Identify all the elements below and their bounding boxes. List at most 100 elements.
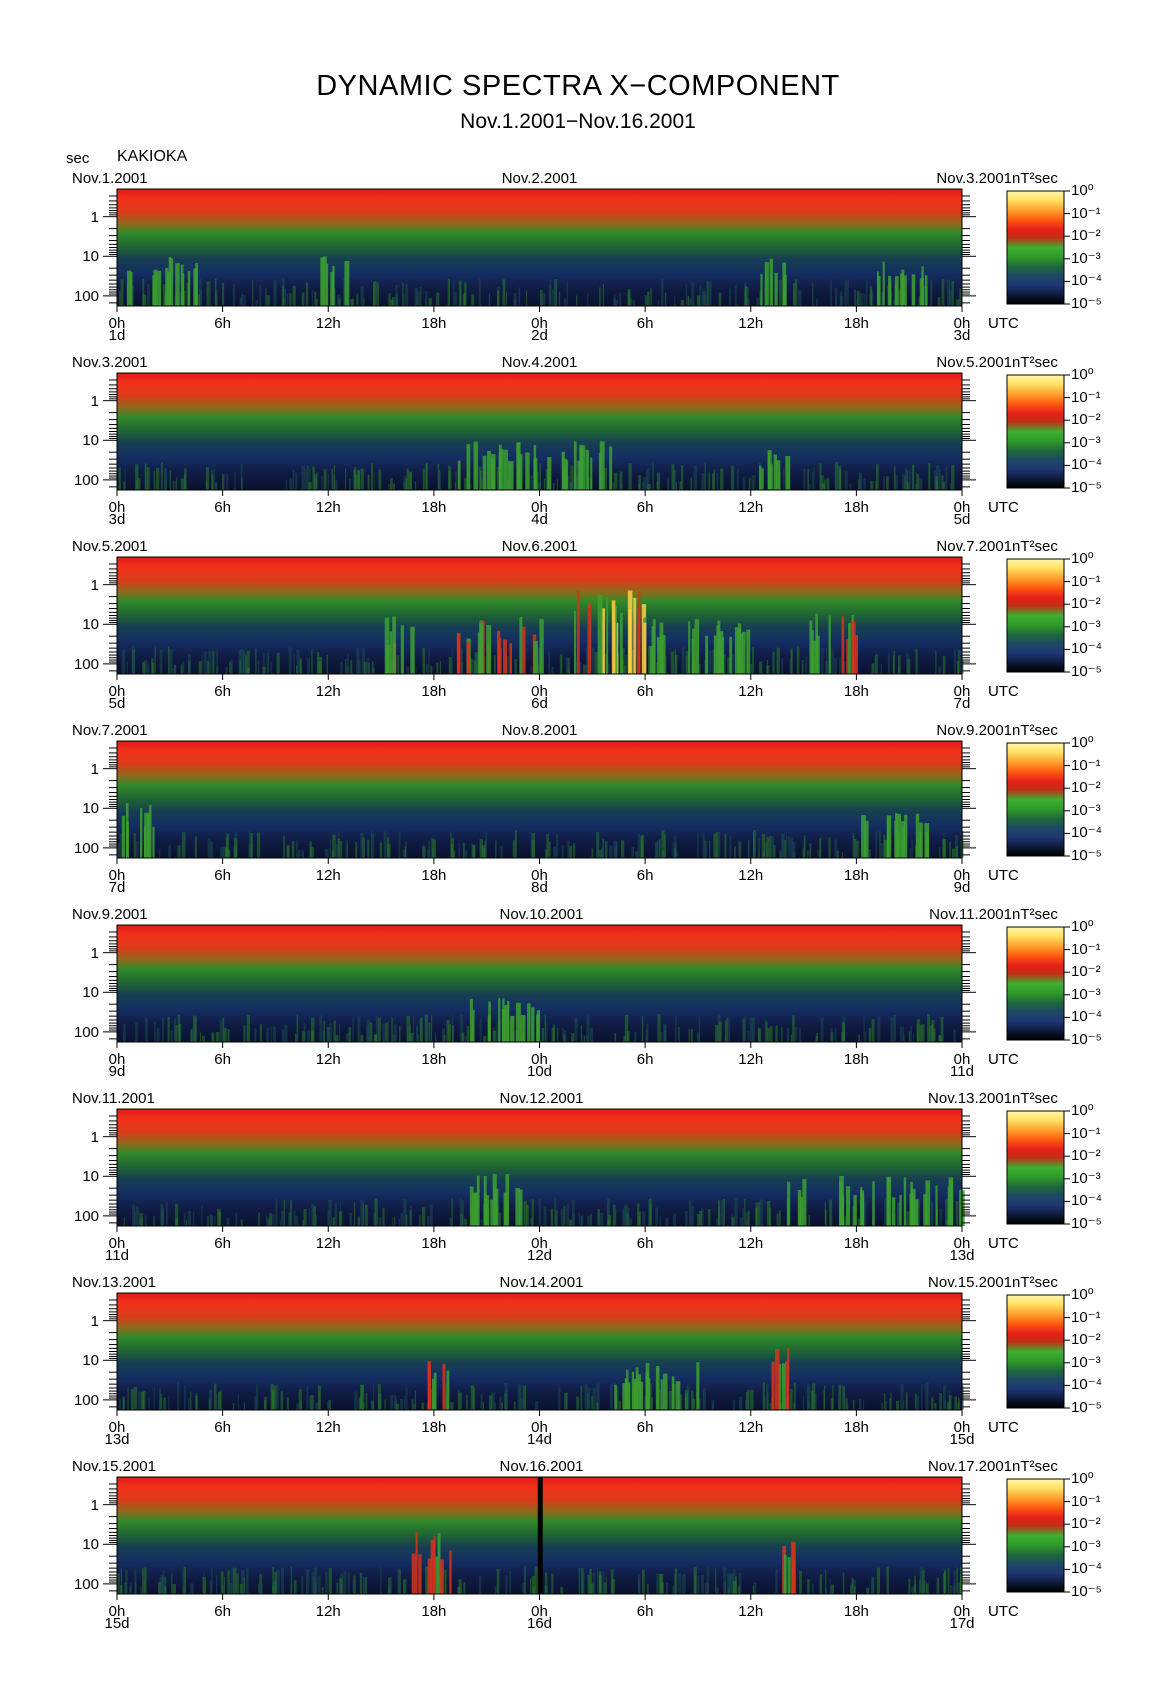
activity-burst <box>533 641 538 674</box>
spectral-texture-streak <box>496 466 500 490</box>
spectral-texture-streak <box>923 1580 927 1594</box>
spectral-texture-streak <box>922 1570 925 1594</box>
spectral-texture-streak <box>748 842 750 858</box>
spectral-texture-streak <box>462 842 465 858</box>
spectral-texture-streak <box>469 658 473 674</box>
spectral-texture-streak <box>124 468 126 490</box>
spectral-texture-streak <box>378 469 382 490</box>
spectral-texture-streak <box>139 1213 143 1226</box>
spectral-texture-streak <box>525 1200 528 1226</box>
spectral-texture-streak <box>232 284 235 306</box>
spectral-texture-streak <box>248 831 252 858</box>
spectral-texture-streak <box>396 655 400 674</box>
y-tick-label: 10 <box>82 1168 99 1186</box>
spectral-texture-streak <box>624 1014 629 1042</box>
spectral-texture-streak <box>360 832 364 858</box>
spectral-texture-streak <box>488 293 491 306</box>
spectral-texture-streak <box>123 1024 126 1042</box>
spectral-texture-streak <box>931 1397 934 1410</box>
spectral-texture-streak <box>439 660 442 674</box>
spectral-texture-streak <box>371 661 374 674</box>
x-axis-unit: UTC <box>988 867 1019 884</box>
activity-burst <box>170 258 174 306</box>
spectral-texture-streak <box>566 281 568 306</box>
activity-burst <box>828 615 831 674</box>
activity-burst <box>144 812 150 858</box>
spectral-texture-streak <box>628 463 632 490</box>
activity-burst <box>913 1199 919 1226</box>
spectral-texture-streak <box>551 1573 554 1594</box>
x-tick-label: 12h <box>738 1235 764 1252</box>
spectral-texture-streak <box>555 289 558 306</box>
spectral-texture-streak <box>577 1398 580 1410</box>
activity-burst <box>675 1381 681 1410</box>
activity-burst <box>590 457 593 490</box>
spectral-texture-streak <box>180 664 183 674</box>
spectral-texture-streak <box>174 664 177 674</box>
spectral-texture-streak <box>621 648 625 674</box>
spectral-texture-streak <box>207 838 211 858</box>
spectral-texture-streak <box>904 467 908 490</box>
activity-burst <box>900 273 904 306</box>
spectral-texture-streak <box>615 299 619 306</box>
x-tick-label: 6h <box>636 1235 654 1252</box>
activity-burst <box>639 1381 644 1410</box>
activity-burst <box>438 1559 444 1594</box>
x-tick-label: 12h <box>738 499 764 516</box>
spectral-texture-streak <box>131 646 135 674</box>
spectral-texture-streak <box>499 1396 502 1410</box>
spectral-texture-streak <box>884 1198 888 1226</box>
spectral-texture-streak <box>215 481 217 490</box>
spectral-texture-streak <box>947 1402 950 1410</box>
spectral-texture-streak <box>696 295 700 306</box>
spectral-texture-streak <box>421 1402 425 1410</box>
spectral-texture-streak <box>644 1398 646 1410</box>
spectral-texture-streak <box>596 1403 599 1410</box>
colorbar-tick-label: 10⁻² <box>1071 963 1101 981</box>
spectral-texture-streak <box>823 1390 825 1410</box>
spectral-texture-streak <box>701 1574 704 1594</box>
spectral-texture-streak <box>192 1026 195 1042</box>
activity-burst <box>785 456 791 490</box>
spectral-texture-streak <box>911 1586 915 1594</box>
spectral-texture-streak <box>226 833 230 858</box>
spectral-texture-streak <box>243 294 246 306</box>
spectral-texture-streak <box>539 462 542 490</box>
spectrogram-plot <box>117 189 962 306</box>
spectral-texture-streak <box>190 1391 192 1410</box>
spectral-texture-streak <box>243 1025 246 1042</box>
spectral-texture-streak <box>905 1392 908 1410</box>
spectral-texture-streak <box>158 1388 161 1410</box>
spectral-texture-streak <box>217 1208 221 1226</box>
spectral-texture-streak <box>798 290 802 306</box>
spectral-texture-streak <box>805 656 808 674</box>
spectral-texture-streak <box>836 469 839 490</box>
y-tick-label: 10 <box>82 800 99 818</box>
spectral-texture-streak <box>684 1211 688 1226</box>
spectral-texture-streak <box>424 1014 429 1042</box>
spectral-texture-streak <box>570 465 574 490</box>
spectral-texture-streak <box>764 842 768 858</box>
spectral-texture-streak <box>142 278 145 306</box>
spectral-texture-streak <box>824 1385 826 1410</box>
x-tick-label: 12h <box>315 1051 341 1068</box>
spectral-texture-streak <box>880 663 882 674</box>
activity-burst <box>510 1015 515 1042</box>
spectral-texture-streak <box>699 285 702 306</box>
spectral-texture-streak <box>765 1021 768 1042</box>
spectral-texture-streak <box>478 1576 482 1594</box>
spectral-texture-streak <box>169 649 173 674</box>
spectral-texture-streak <box>147 283 150 306</box>
spectral-texture-streak <box>414 481 417 490</box>
spectral-texture-streak <box>194 836 197 858</box>
spectral-texture-streak <box>602 1582 604 1594</box>
spectral-texture-streak <box>793 1382 796 1410</box>
spectral-texture-streak <box>366 658 370 674</box>
spectral-texture-streak <box>123 1397 125 1410</box>
colorbar-tick-label: 10⁰ <box>1071 550 1094 567</box>
spectral-texture-streak <box>733 1581 737 1594</box>
spectral-texture-streak <box>347 1027 349 1042</box>
spectral-texture-streak <box>660 1582 664 1594</box>
spectral-texture-streak <box>696 1032 700 1042</box>
spectral-texture-streak <box>557 1027 559 1042</box>
